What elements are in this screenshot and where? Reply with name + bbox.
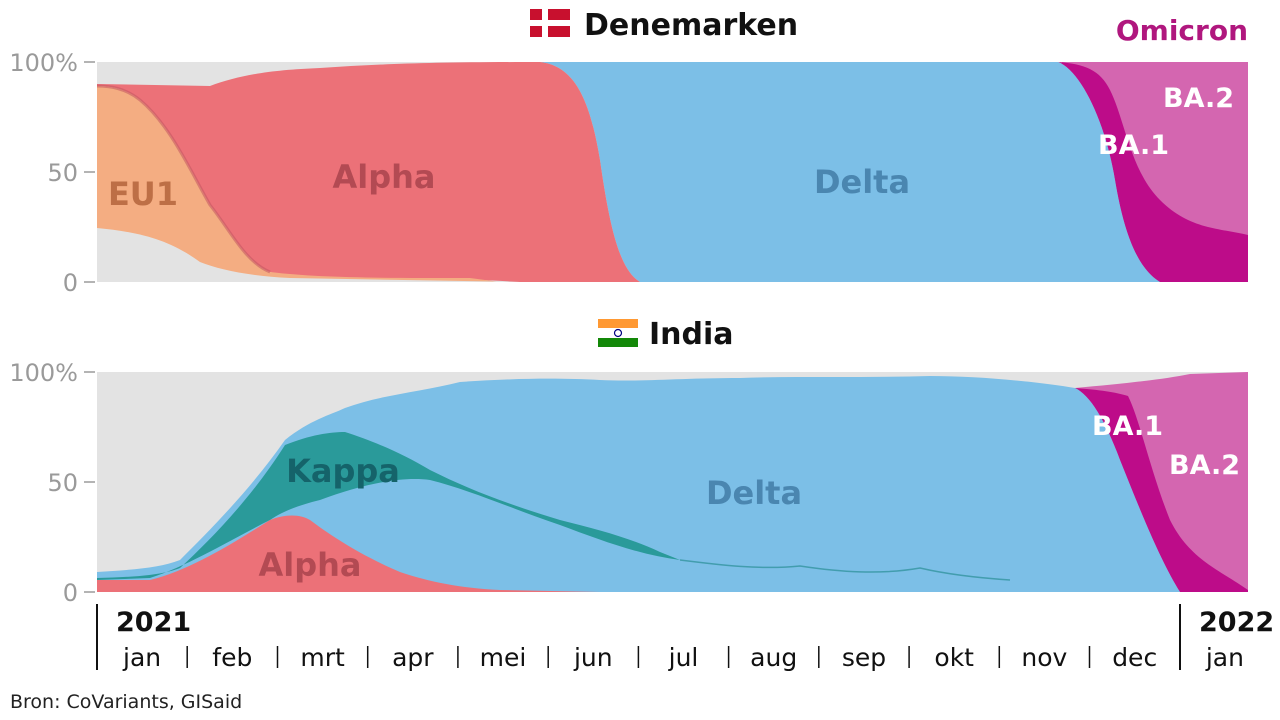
month-label: jan [1205, 643, 1244, 672]
series-alpha-area [97, 62, 640, 282]
month-label: okt [934, 643, 974, 672]
series-delta-area [97, 376, 1180, 592]
month-label: mrt [300, 643, 345, 672]
month-label: sep [842, 643, 886, 672]
y-tick-label: 0 [63, 579, 78, 607]
panel-title: India [649, 317, 734, 352]
plot-area [97, 372, 1248, 592]
year-label-2021: 2021 [116, 607, 191, 638]
source-note: Bron: CoVariants, GISaid [10, 691, 242, 713]
y-axis: 100% 50 0 [9, 49, 95, 297]
series-label-ba1: BA.1 [1092, 411, 1163, 442]
flag-india [598, 319, 638, 347]
panel-title: Denemarken [584, 8, 798, 43]
series-alpha-edge [97, 84, 271, 274]
series-label-delta: Delta [706, 474, 802, 512]
y-tick-label: 50 [47, 159, 78, 187]
plot-area [97, 62, 1248, 282]
y-tick-label: 0 [63, 269, 78, 297]
y-tick-label: 100% [9, 49, 78, 77]
month-label: feb [212, 643, 252, 672]
month-label: mei [480, 643, 527, 672]
month-label: jun [573, 643, 613, 672]
series-ba1-area [1058, 62, 1248, 282]
series-alpha-area [97, 515, 600, 592]
month-label: nov [1021, 643, 1067, 672]
month-label: jul [668, 643, 699, 672]
series-kappa-trace [679, 559, 1011, 581]
series-eu1-area [97, 86, 500, 282]
month-label: aug [750, 643, 797, 672]
month-label: dec [1112, 643, 1157, 672]
panel-india: India 100% 50 0 Kappa Alpha Delta BA.1 B… [9, 317, 1248, 607]
plot-background-lower [97, 228, 520, 282]
month-label: jan [122, 643, 161, 672]
month-label: apr [392, 643, 434, 672]
series-label-alpha: Alpha [332, 158, 435, 196]
series-label-ba2: BA.2 [1169, 450, 1240, 481]
x-axis: 2021 2022 jan feb mrt apr mei jun jul aug sep okt… [96, 604, 1274, 672]
flag-denmark [530, 9, 570, 37]
panel-denemarken: Denemarken Omicron 100% 50 0 EU1 Alpha D… [9, 8, 1248, 297]
month-separators [186, 646, 1091, 668]
series-label-alpha: Alpha [258, 546, 361, 584]
series-label-ba1: BA.1 [1098, 130, 1169, 161]
series-delta-area [540, 62, 1160, 282]
year-label-2022: 2022 [1199, 607, 1274, 638]
omicron-label: Omicron [1116, 14, 1248, 47]
y-tick-label: 50 [47, 469, 78, 497]
y-tick-label: 100% [9, 359, 78, 387]
month-labels: jan feb mrt apr mei jun jul aug sep okt nov dec jan [122, 643, 1244, 672]
series-label-delta: Delta [814, 163, 910, 201]
series-ba1-area [1075, 388, 1248, 592]
series-label-ba2: BA.2 [1163, 83, 1234, 114]
series-label-eu1: EU1 [108, 175, 178, 213]
series-label-kappa: Kappa [286, 452, 400, 490]
y-axis: 100% 50 0 [9, 359, 95, 607]
series-kappa-area [97, 432, 680, 580]
